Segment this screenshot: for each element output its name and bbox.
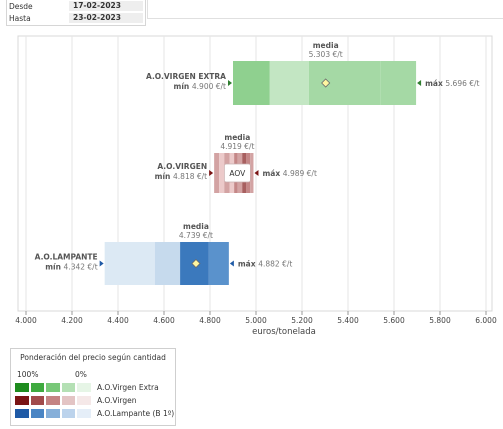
- box-segment: [104, 242, 155, 285]
- box-segment: [219, 153, 225, 193]
- min-label: mín 4.900 €/t: [174, 82, 226, 91]
- min-label: mín 4.342 €/t: [45, 263, 97, 272]
- mean-marker: [321, 78, 331, 88]
- filter-panel-edge: [147, 0, 503, 19]
- legend-swatch: [61, 383, 76, 392]
- max-marker: [254, 170, 259, 176]
- legend-title: Ponderación del precio según cantidad: [20, 353, 166, 362]
- max-marker: [229, 260, 234, 267]
- legend-swatch: [15, 396, 29, 405]
- legend-swatch: [15, 383, 29, 392]
- min-marker: [99, 260, 104, 267]
- series-name: A.O.VIRGEN: [157, 162, 207, 171]
- tick-label: 5.800: [429, 316, 451, 325]
- x-axis-label: euros/tonelada: [252, 327, 316, 337]
- box-segment: [214, 153, 220, 193]
- legend-swatches: [15, 395, 91, 406]
- tick-label: 6.000: [475, 316, 497, 325]
- desde-input[interactable]: 17-02-2023: [69, 1, 143, 11]
- tick-label: 5.600: [383, 316, 405, 325]
- hasta-row: Hasta 23-02-2023: [7, 12, 145, 24]
- max-marker: [417, 80, 422, 86]
- mean-label: media: [313, 41, 339, 50]
- desde-label: Desde: [9, 2, 33, 11]
- legend-row-label: A.O.Lampante (B 1º): [97, 409, 175, 418]
- hasta-label: Hasta: [9, 14, 31, 23]
- legend-swatch: [61, 396, 76, 405]
- legend-swatch: [46, 409, 60, 418]
- box-segment: [233, 61, 270, 105]
- legend-swatch: [61, 409, 76, 418]
- mean-label: media: [183, 222, 209, 231]
- box-segment: [269, 61, 309, 105]
- aov-badge: [224, 163, 251, 183]
- desde-row: Desde 17-02-2023: [7, 0, 145, 12]
- legend-swatches: [15, 408, 91, 419]
- tick-label: 5.400: [337, 316, 359, 325]
- legend-pct-low: 0%: [75, 370, 87, 379]
- legend-swatch: [77, 383, 91, 392]
- legend-swatch: [15, 409, 29, 418]
- legend-swatch: [77, 409, 91, 418]
- date-filter-box: Desde 17-02-2023 Hasta 23-02-2023: [6, 0, 146, 26]
- mean-value: 4.919 €/t: [220, 142, 254, 151]
- box-segment: [250, 153, 254, 193]
- tick-label: 4.600: [153, 316, 175, 325]
- legend-swatch: [77, 396, 91, 405]
- series-name: A.O.VIRGEN EXTRA: [146, 72, 226, 81]
- series-name: A.O.LAMPANTE: [35, 253, 98, 262]
- mean-label: media: [224, 133, 250, 142]
- tick-label: 4.200: [61, 316, 83, 325]
- tick-label: 4.400: [107, 316, 129, 325]
- legend-swatch: [46, 396, 60, 405]
- aov-badge-label: AOV: [229, 169, 246, 178]
- price-boxplot-chart: 4.000 4.200 4.400 4.600 4.800 5.000 5.200 5.400…: [15, 35, 497, 337]
- legend-swatch: [30, 396, 45, 405]
- mean-marker: [191, 258, 201, 269]
- box-segment: [380, 61, 417, 105]
- tick-label: 5.000: [245, 316, 267, 325]
- tick-label: 4.800: [199, 316, 221, 325]
- mean-value: 4.739 €/t: [179, 231, 213, 240]
- min-marker: [209, 170, 214, 176]
- legend-row-label: A.O.Virgen Extra: [97, 383, 159, 392]
- tick-label: 4.000: [15, 316, 37, 325]
- tick-label: 5.200: [291, 316, 313, 325]
- min-marker: [228, 80, 232, 86]
- max-label: máx 4.989 €/t: [262, 169, 316, 178]
- legend-pct-high: 100%: [17, 370, 39, 379]
- hasta-input[interactable]: 23-02-2023: [69, 13, 143, 23]
- legend-row-label: A.O.Virgen: [97, 396, 137, 405]
- box-segment: [308, 61, 381, 105]
- legend-swatches: [15, 382, 91, 393]
- max-label: máx 5.696 €/t: [425, 79, 479, 88]
- legend-swatch: [46, 383, 60, 392]
- mean-value: 5.303 €/t: [309, 50, 343, 59]
- min-label: mín 4.818 €/t: [155, 172, 207, 181]
- box-segment: [208, 242, 229, 285]
- legend-swatch: [30, 409, 45, 418]
- box-segment: [154, 242, 181, 285]
- max-label: máx 4.882 €/t: [238, 260, 292, 269]
- legend: Ponderación del precio según cantidad 10…: [10, 348, 176, 426]
- legend-swatch: [30, 383, 45, 392]
